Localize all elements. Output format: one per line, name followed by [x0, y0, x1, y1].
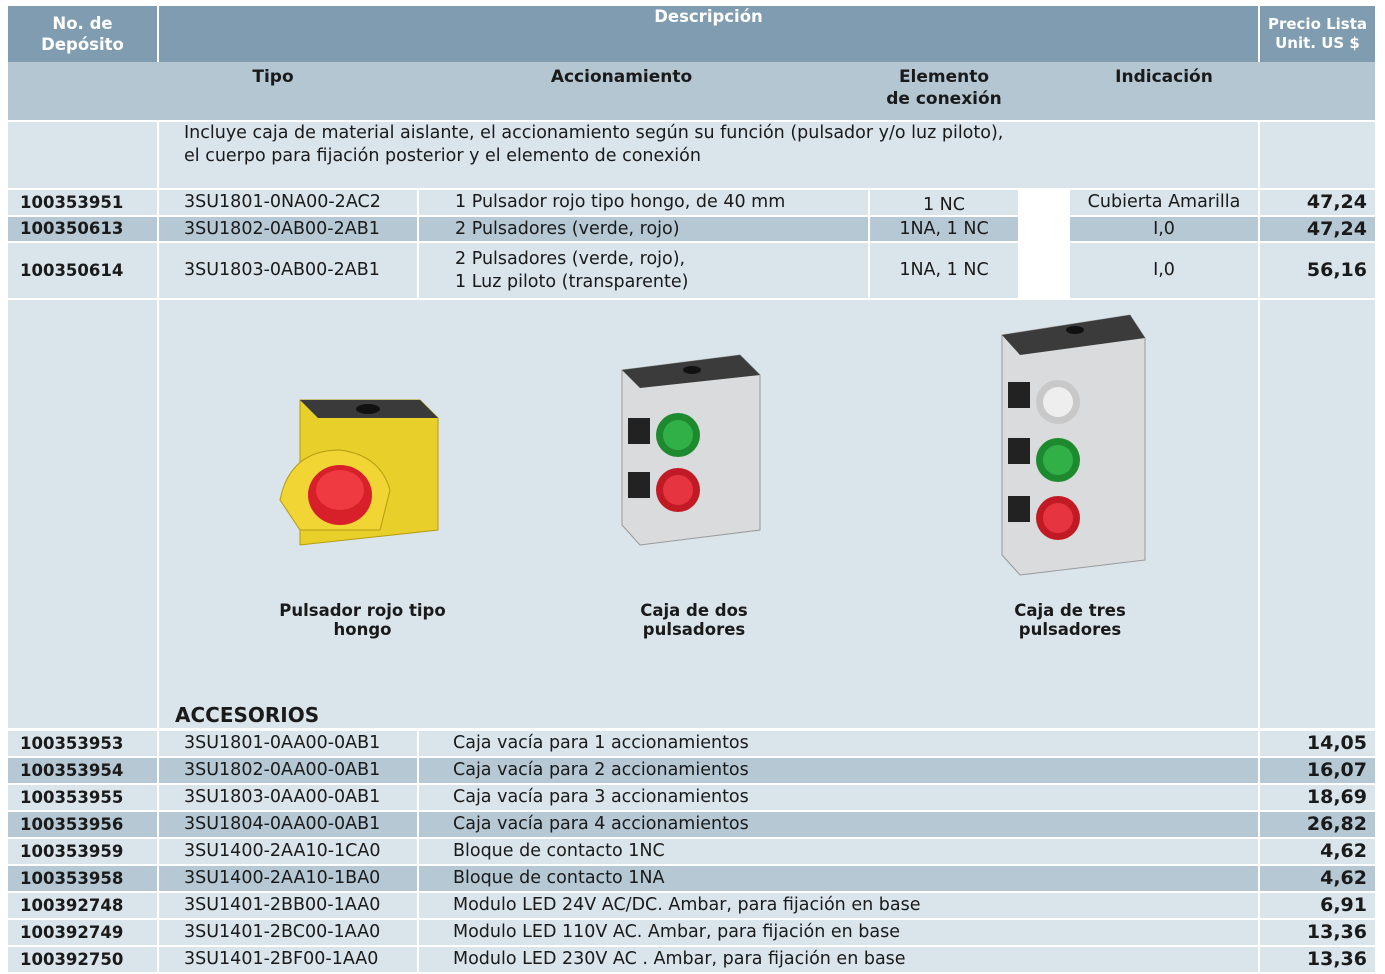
price: 56,16 [1260, 243, 1375, 298]
deposit-no: 100350613 [8, 217, 157, 241]
contact-element: 1 NC [870, 190, 1018, 215]
indication: I,0 [1070, 217, 1258, 241]
blank-cell [8, 300, 157, 728]
description: Bloque de contacto 1NA [419, 866, 1258, 891]
deposit-no: 100392749 [8, 920, 157, 945]
description: Caja vacía para 4 accionamientos [419, 812, 1258, 837]
type-code: 3SU1801-0NA00-2AC2 [159, 190, 417, 215]
image-caption: Caja de tres pulsadores [1014, 601, 1126, 639]
header-accionamiento: Accionamiento [550, 67, 693, 87]
header-indicacion: Indicación [1115, 67, 1213, 87]
price: 6,91 [1260, 893, 1375, 918]
type-code: 3SU1401-2BC00-1AA0 [159, 920, 417, 945]
type-code: 3SU1802-0AA00-0AB1 [159, 758, 417, 783]
contact-element: 1NA, 1 NC [870, 217, 1018, 241]
deposit-no: 100353959 [8, 839, 157, 864]
header-row [8, 62, 1375, 120]
price: 47,24 [1260, 217, 1375, 241]
description: Caja vacía para 1 accionamientos [419, 731, 1258, 756]
actuation: 2 Pulsadores (verde, rojo), 1 Luz piloto… [419, 243, 868, 298]
indication: Cubierta Amarilla [1070, 190, 1258, 215]
type-code: 3SU1801-0AA00-0AB1 [159, 731, 417, 756]
deposit-no: 100353955 [8, 785, 157, 810]
product-image [279, 399, 439, 546]
description: Modulo LED 110V AC. Ambar, para fijación… [419, 920, 1258, 945]
product-image [1001, 314, 1146, 576]
type-code: 3SU1804-0AA00-0AB1 [159, 812, 417, 837]
type-code: 3SU1400-2AA10-1CA0 [159, 839, 417, 864]
header-tipo: Tipo [252, 67, 294, 87]
price: 18,69 [1260, 785, 1375, 810]
blank-cell [1260, 122, 1375, 188]
actuation: 2 Pulsadores (verde, rojo) [419, 217, 868, 241]
price: 16,07 [1260, 758, 1375, 783]
description: Caja vacía para 3 accionamientos [419, 785, 1258, 810]
type-code: 3SU1401-2BF00-1AA0 [159, 947, 417, 972]
deposit-no: 100392750 [8, 947, 157, 972]
price: 13,36 [1260, 947, 1375, 972]
type-code: 3SU1803-0AB00-2AB1 [159, 243, 417, 298]
indication: I,0 [1070, 243, 1258, 298]
deposit-no: 100353953 [8, 731, 157, 756]
blank-cell [1260, 300, 1375, 728]
deposit-no: 100353956 [8, 812, 157, 837]
image-caption: Caja de dos pulsadores [640, 601, 748, 639]
product-image [621, 354, 761, 546]
image-caption: Pulsador rojo tipo hongo [279, 601, 446, 639]
blank-cell [8, 122, 157, 188]
actuation: 1 Pulsador rojo tipo hongo, de 40 mm [419, 190, 868, 215]
price: 4,62 [1260, 866, 1375, 891]
deposit-no: 100353954 [8, 758, 157, 783]
price: 14,05 [1260, 731, 1375, 756]
header-elemento: Elemento de conexión [886, 67, 1002, 110]
type-code: 3SU1802-0AB00-2AB1 [159, 217, 417, 241]
price: 13,36 [1260, 920, 1375, 945]
header-description: Descripción [159, 6, 1258, 62]
intro-text: Incluye caja de material aislante, el ac… [159, 122, 1258, 188]
type-code: 3SU1401-2BB00-1AA0 [159, 893, 417, 918]
description: Modulo LED 230V AC . Ambar, para fijació… [419, 947, 1258, 972]
contact-element: 1NA, 1 NC [870, 243, 1018, 298]
deposit-no: 100392748 [8, 893, 157, 918]
description: Modulo LED 24V AC/DC. Ambar, para fijaci… [419, 893, 1258, 918]
section-title: ACCESORIOS [175, 703, 320, 727]
deposit-no: 100353958 [8, 866, 157, 891]
deposit-no: 100353951 [8, 190, 157, 215]
type-code: 3SU1803-0AA00-0AB1 [159, 785, 417, 810]
price: 26,82 [1260, 812, 1375, 837]
deposit-no: 100350614 [8, 243, 157, 298]
price: 47,24 [1260, 190, 1375, 215]
price: 4,62 [1260, 839, 1375, 864]
description: Bloque de contacto 1NC [419, 839, 1258, 864]
type-code: 3SU1400-2AA10-1BA0 [159, 866, 417, 891]
header-deposit: No. de Depósito [8, 6, 157, 62]
description: Caja vacía para 2 accionamientos [419, 758, 1258, 783]
header-price: Precio Lista Unit. US $ [1260, 6, 1375, 62]
